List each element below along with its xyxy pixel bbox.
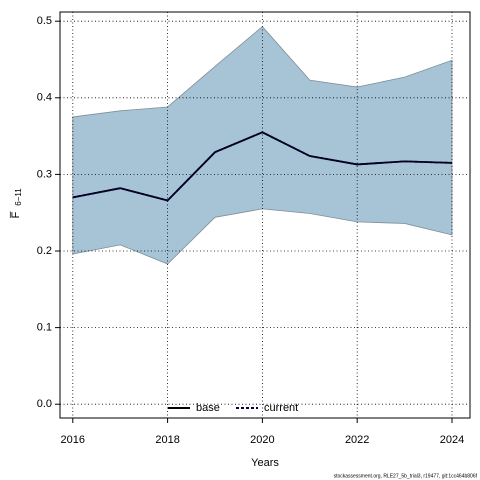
y-tick-label: 0.4	[37, 92, 52, 104]
x-tick-label: 2020	[250, 434, 274, 446]
y-tick-label: 0.1	[37, 322, 52, 334]
x-axis-label: Years	[251, 457, 279, 469]
y-axis-label-main: F̅	[10, 211, 22, 219]
x-tick-label: 2016	[61, 434, 85, 446]
y-tick-label: 0.2	[37, 245, 52, 257]
legend-label: current	[264, 402, 298, 414]
y-axis-label-sub: 6−11	[14, 188, 23, 206]
footer: stockassessment.org, RLE27_5b_trial3, r1…	[334, 473, 478, 479]
y-tick-label: 0.3	[37, 168, 52, 180]
x-tick-label: 2018	[155, 434, 179, 446]
plot-frame	[59, 11, 471, 419]
x-tick-label: 2022	[345, 434, 369, 446]
x-tick-label: 2024	[440, 434, 464, 446]
y-tick-label: 0.0	[37, 398, 52, 410]
legend-label: base	[196, 402, 220, 414]
y-tick-label: 0.5	[37, 15, 52, 27]
y-axis-label: F̅ 6−11	[10, 188, 23, 219]
series-line	[72, 131, 453, 202]
